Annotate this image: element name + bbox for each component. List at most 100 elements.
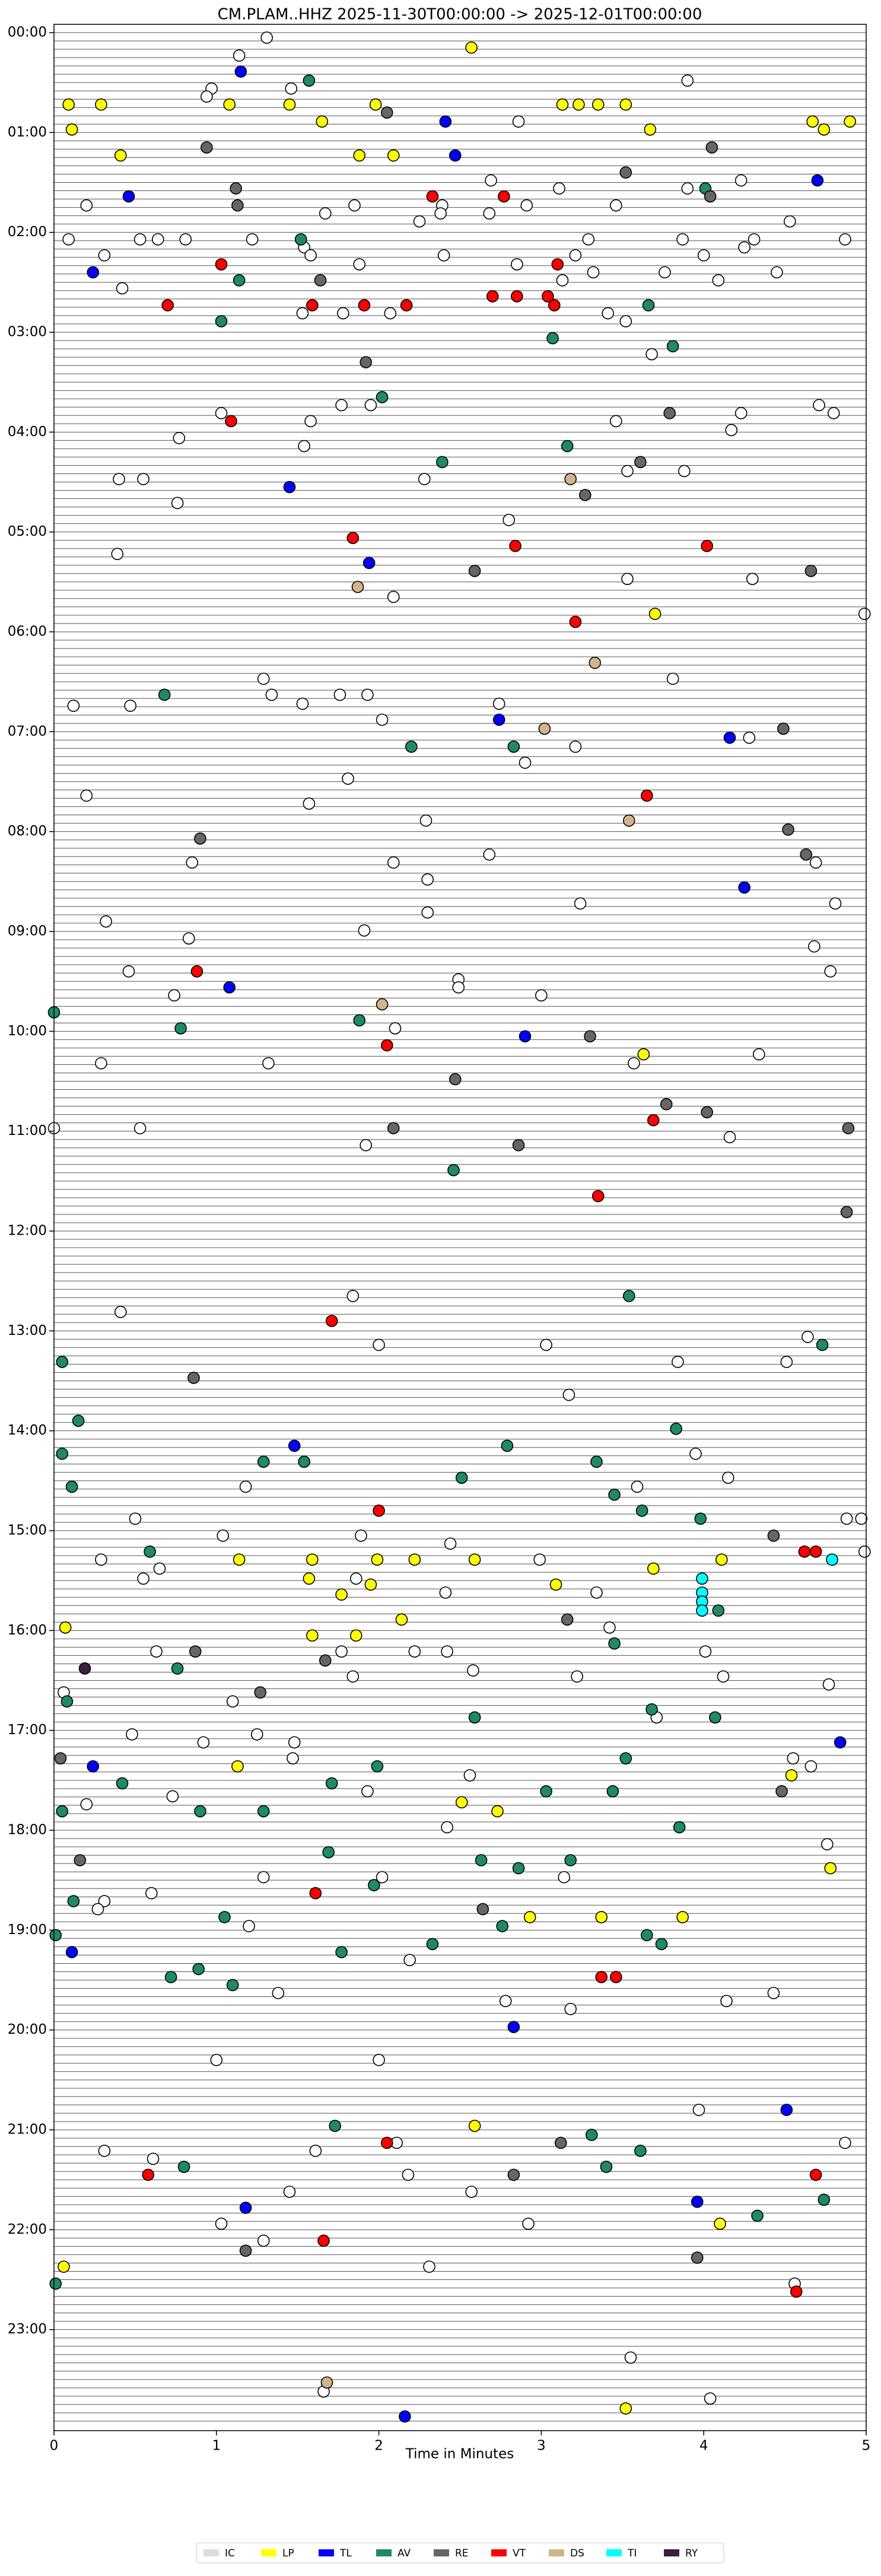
event-marker xyxy=(699,1645,712,1658)
event-marker xyxy=(287,1752,299,1765)
event-marker xyxy=(353,149,366,162)
event-marker xyxy=(844,115,856,128)
event-marker xyxy=(839,2136,851,2149)
y-tick-label: 09:00 xyxy=(8,924,47,939)
event-marker xyxy=(215,315,228,327)
event-marker xyxy=(585,2129,598,2141)
event-marker xyxy=(116,282,129,295)
event-marker xyxy=(317,2234,330,2247)
event-marker xyxy=(839,233,851,246)
event-marker xyxy=(777,722,790,735)
event-marker xyxy=(720,1995,733,2008)
event-marker xyxy=(701,1106,713,1118)
legend-swatch xyxy=(664,2549,679,2556)
event-marker xyxy=(389,1022,402,1035)
y-tick-label: 17:00 xyxy=(8,1722,47,1738)
y-tick-label: 23:00 xyxy=(8,2321,47,2337)
event-marker xyxy=(62,233,75,246)
event-marker xyxy=(621,465,634,478)
event-marker xyxy=(65,1946,78,1958)
legend-frame xyxy=(196,2542,724,2564)
event-marker xyxy=(437,249,450,262)
event-marker xyxy=(826,1553,838,1566)
event-marker xyxy=(767,1987,780,1999)
event-marker xyxy=(376,1871,389,1884)
event-marker xyxy=(67,1895,80,1907)
event-marker xyxy=(496,1920,508,1932)
event-marker xyxy=(787,1752,800,1765)
y-tick-label: 12:00 xyxy=(8,1223,47,1239)
event-marker xyxy=(225,415,237,428)
event-marker xyxy=(333,688,346,701)
event-marker xyxy=(820,1838,834,1850)
legend-label: RE xyxy=(455,2548,469,2559)
event-marker xyxy=(257,1871,270,1884)
event-marker xyxy=(691,2251,704,2264)
event-marker xyxy=(712,1604,725,1617)
event-marker xyxy=(483,207,496,220)
event-marker xyxy=(574,897,587,910)
event-marker xyxy=(320,2376,333,2389)
event-marker xyxy=(800,848,812,861)
event-marker xyxy=(257,2234,270,2247)
chart-title: CM.PLAM..HHZ 2025-11-30T00:00:00 -> 2025… xyxy=(218,6,702,24)
event-marker xyxy=(634,2145,647,2157)
event-marker xyxy=(304,249,317,262)
event-marker xyxy=(533,1553,546,1566)
event-marker xyxy=(314,274,327,287)
event-marker xyxy=(403,1954,416,1967)
event-marker xyxy=(231,1760,244,1773)
event-marker xyxy=(234,65,247,78)
x-tick-label: 5 xyxy=(862,2438,871,2454)
event-marker xyxy=(230,182,242,195)
event-marker xyxy=(272,1987,285,1999)
event-marker xyxy=(373,1338,385,1351)
event-marker xyxy=(303,797,316,810)
event-marker xyxy=(210,2053,223,2066)
legend-swatch xyxy=(606,2549,622,2556)
event-marker xyxy=(670,1423,682,1435)
y-tick-label: 06:00 xyxy=(8,624,47,640)
event-marker xyxy=(743,732,756,744)
event-marker xyxy=(595,1971,608,1983)
event-marker xyxy=(364,1578,377,1591)
event-marker xyxy=(226,1695,239,1708)
event-marker xyxy=(187,1372,200,1384)
event-marker xyxy=(353,1014,366,1027)
event-marker xyxy=(564,2003,577,2015)
event-marker xyxy=(49,1929,62,1942)
event-marker xyxy=(734,174,748,187)
event-marker xyxy=(387,149,400,162)
event-marker xyxy=(361,688,374,701)
event-marker xyxy=(122,965,135,978)
event-marker xyxy=(813,399,825,412)
y-tick-label: 04:00 xyxy=(8,424,47,440)
legend-label: RY xyxy=(685,2548,698,2559)
event-marker xyxy=(818,123,831,136)
event-marker xyxy=(348,199,361,212)
event-marker xyxy=(681,182,694,195)
event-marker xyxy=(523,1911,536,1923)
event-marker xyxy=(579,489,591,501)
event-marker xyxy=(306,1629,319,1642)
event-marker xyxy=(147,2152,160,2165)
event-marker xyxy=(49,2277,62,2290)
event-marker xyxy=(114,1306,127,1318)
event-marker xyxy=(511,258,523,271)
event-marker xyxy=(591,1190,605,1203)
event-marker xyxy=(641,789,653,802)
event-marker xyxy=(95,98,107,111)
event-marker xyxy=(360,1138,372,1152)
marker-group xyxy=(47,31,871,2423)
event-marker xyxy=(802,1331,814,1343)
event-marker xyxy=(257,672,270,685)
event-marker xyxy=(734,407,748,419)
y-tick-label: 14:00 xyxy=(8,1423,47,1438)
event-marker xyxy=(785,1769,798,1782)
event-marker xyxy=(168,989,180,1002)
x-tick-label: 1 xyxy=(212,2438,221,2454)
event-marker xyxy=(449,1073,462,1086)
event-marker xyxy=(316,115,329,128)
event-marker xyxy=(622,1290,635,1302)
event-marker xyxy=(824,1862,837,1875)
